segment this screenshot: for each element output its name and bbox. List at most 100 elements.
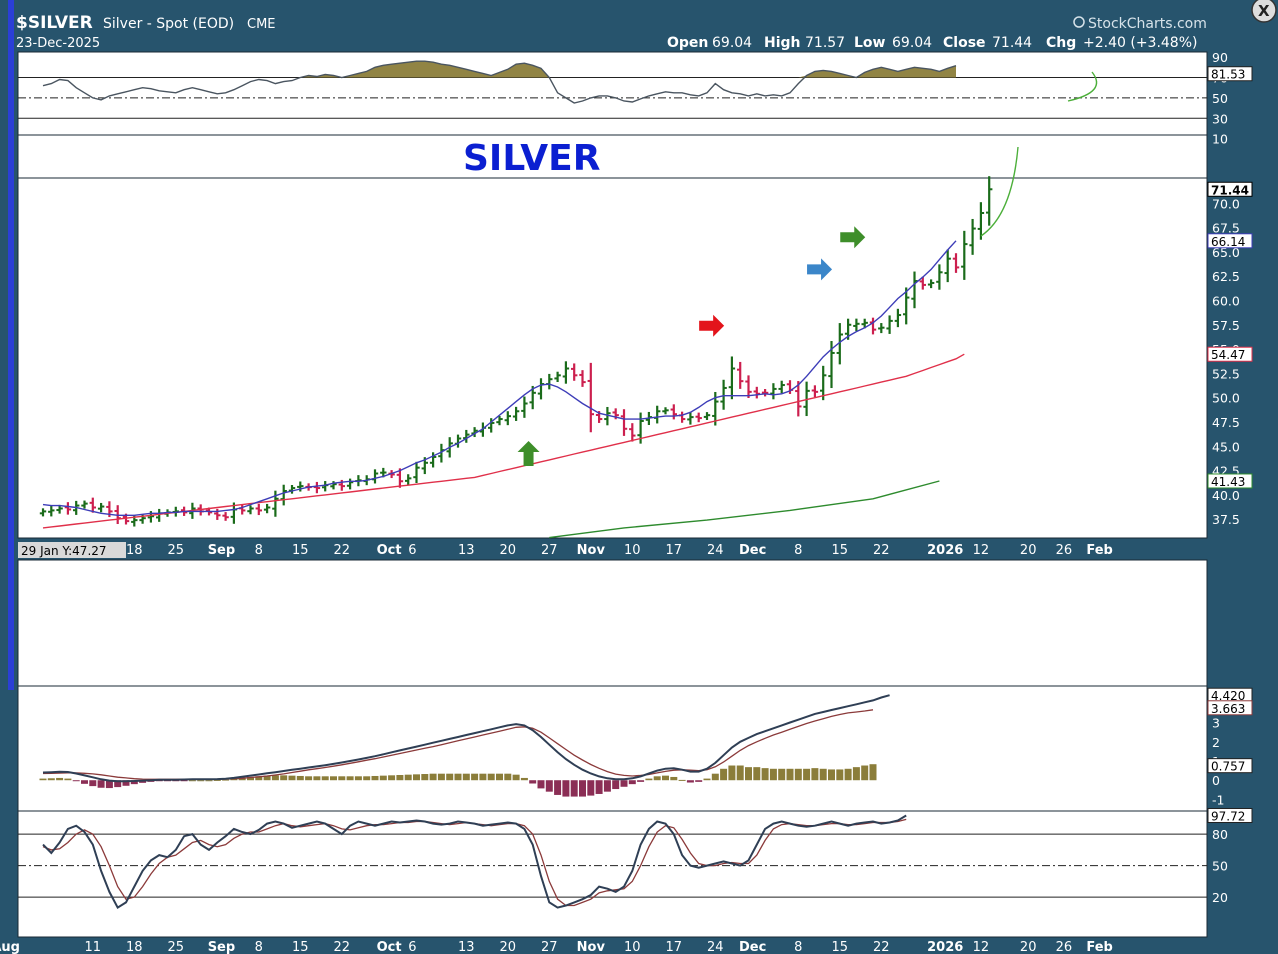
macd-histogram-bar [81, 780, 88, 784]
ohlc-readout: Open 69.04 High 71.57 Low 69.04 Close 71… [667, 35, 1197, 51]
source-label: StockCharts.com [1088, 16, 1207, 32]
x-axis-label: 6 [408, 543, 416, 558]
macd-histogram-bar [388, 775, 396, 781]
rsi-line [42, 60, 957, 104]
macd-histogram-bar [39, 778, 47, 781]
x-axis-label: 17 [666, 543, 683, 558]
chg-label: Chg [1046, 35, 1076, 51]
ohlc-bar [903, 287, 910, 325]
crosshair-label: 29 Jan Y:47.27 [21, 544, 107, 558]
price-scale-label: 40.0 [1212, 488, 1240, 503]
close-label: Close [943, 35, 986, 51]
sma-long-line [549, 480, 940, 539]
ohlc-bar [263, 503, 271, 514]
ohlc-bar [770, 383, 777, 400]
x-axis-label: 8 [255, 543, 263, 558]
macd-histogram-bar [711, 773, 719, 781]
macd-histogram-bar [64, 778, 72, 781]
signal-value-label: 3.663 [1211, 702, 1245, 716]
ohlc-bar [894, 308, 902, 328]
open-value: 69.04 [712, 35, 752, 51]
x-axis-label: 8 [794, 543, 802, 558]
macd-panel [17, 685, 1208, 812]
macd-scale-label: 2 [1212, 735, 1220, 750]
crosshair-label-box [18, 542, 126, 558]
ohlc-bar [695, 412, 702, 423]
macd-histogram-bar [180, 780, 188, 782]
macd-histogram-bar [188, 780, 196, 782]
x-axis-label: 17 [666, 940, 683, 954]
ohlc-bar [761, 389, 769, 397]
x-axis-label: 15 [292, 940, 309, 954]
ohlc-bar [488, 418, 495, 433]
macd-histogram-bar [114, 780, 122, 788]
ohlc-bar [222, 512, 229, 521]
macd-histogram-bar [205, 780, 213, 782]
price-scale-label: 65.0 [1212, 245, 1240, 260]
ohlc-bar [496, 415, 503, 426]
ohlc-bar [853, 318, 860, 332]
x-axis-label: Dec [739, 940, 766, 954]
macd-histogram-bar [761, 768, 769, 781]
close-icon[interactable] [1251, 0, 1277, 23]
macd-histogram-bar [529, 780, 537, 784]
macd-histogram-bar [479, 773, 487, 781]
macd-histogram-bar [520, 777, 528, 781]
rsi-value-label-box [1207, 66, 1253, 82]
close-button[interactable]: X [1251, 0, 1277, 23]
macd-histogram-bar [753, 767, 761, 781]
x-axis-label: 22 [873, 543, 890, 558]
rsi-overbought-fill [43, 61, 956, 78]
macd-histogram-bar [620, 780, 628, 787]
macd-histogram-bar [230, 778, 238, 781]
x-axis-label: 20 [500, 940, 517, 954]
ohlc-bar [795, 381, 802, 417]
macd-histogram-bar [296, 775, 304, 781]
close-icon-glyph: X [1258, 2, 1270, 20]
ohlc-bar [878, 323, 885, 334]
ohlc-bar [587, 362, 594, 433]
macd-histogram-bar [504, 773, 512, 781]
x-axis-label: 10 [624, 543, 641, 558]
ohlc-bar [952, 253, 960, 273]
macd-scale-label: 0 [1212, 773, 1220, 788]
rsi-panel [17, 51, 1208, 136]
macd-histogram-bar [869, 764, 877, 781]
macd-scale-label: 3 [1212, 716, 1220, 731]
macd-histogram-bar [271, 775, 279, 781]
macd-histogram-bar [819, 768, 827, 781]
macd-histogram-bar [653, 776, 661, 781]
ohlc-bar [728, 356, 736, 400]
annotation-arrows [517, 226, 866, 467]
macd-histogram-bar [487, 773, 495, 781]
rsi-projection-curve [1067, 71, 1098, 102]
close-value: 71.44 [992, 35, 1032, 51]
macd-histogram-bar [720, 768, 728, 781]
x-axis-label: 22 [334, 543, 351, 558]
x-axis-label: 18 [126, 940, 143, 954]
macd-histogram-bar [728, 765, 736, 781]
price-panel [17, 177, 1208, 539]
macd-histogram-bar [587, 780, 595, 796]
macd-histogram-bar [72, 780, 80, 782]
macd-histogram-bar [363, 776, 371, 781]
macd-histogram-bar [670, 776, 678, 781]
ohlc-bar [919, 276, 926, 290]
macd-histogram-bar [222, 779, 230, 781]
macd-histogram-bar [579, 780, 586, 797]
ohlc-bar [703, 412, 711, 420]
ohlc-bar [662, 407, 669, 415]
price-scale-label: 52.5 [1212, 366, 1240, 381]
ohlc-bar [562, 361, 570, 384]
x-axis-label: 22 [873, 940, 890, 954]
macd-histogram-bar [97, 780, 105, 788]
macd-histogram-bar [404, 774, 412, 781]
ohlc-bar [255, 503, 262, 516]
x-axis-label: 26 [1056, 940, 1073, 954]
macd-histogram-bar [247, 776, 254, 781]
price-scale-label: 47.5 [1212, 415, 1240, 430]
ohlc-bar [413, 461, 420, 483]
ohlc-bar [48, 505, 55, 517]
ohlc-bar [969, 218, 976, 255]
ohlc-bar [504, 411, 511, 426]
